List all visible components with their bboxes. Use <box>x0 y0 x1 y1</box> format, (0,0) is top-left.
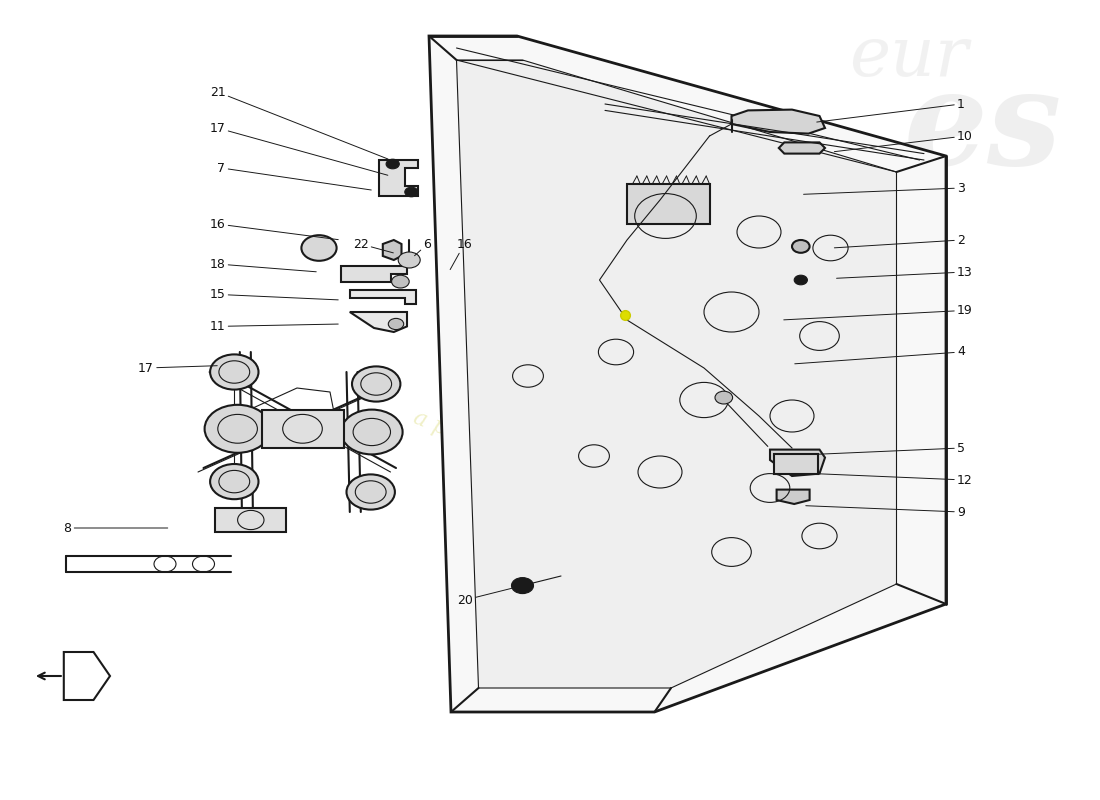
Polygon shape <box>350 312 407 332</box>
Circle shape <box>210 354 258 390</box>
Bar <box>262 410 344 448</box>
Circle shape <box>398 252 420 268</box>
Polygon shape <box>383 240 402 260</box>
Polygon shape <box>732 110 825 134</box>
Text: 16: 16 <box>210 218 338 240</box>
Text: 16: 16 <box>450 238 472 270</box>
Circle shape <box>301 235 337 261</box>
Polygon shape <box>627 184 710 224</box>
Circle shape <box>388 318 404 330</box>
Polygon shape <box>350 290 416 304</box>
Text: eur: eur <box>849 24 968 91</box>
Text: 9: 9 <box>806 506 965 518</box>
Bar <box>774 454 818 474</box>
Polygon shape <box>429 36 946 712</box>
Circle shape <box>386 159 399 169</box>
Polygon shape <box>341 266 407 282</box>
Polygon shape <box>777 490 810 504</box>
Text: 20: 20 <box>458 586 520 606</box>
Circle shape <box>792 240 810 253</box>
Circle shape <box>205 405 271 453</box>
Text: 12: 12 <box>817 474 972 486</box>
Text: 15: 15 <box>210 288 338 301</box>
Text: 2: 2 <box>835 234 965 248</box>
Text: 22: 22 <box>353 238 394 253</box>
Text: 18: 18 <box>210 258 316 272</box>
Circle shape <box>512 578 534 594</box>
Circle shape <box>405 187 418 197</box>
Text: 4: 4 <box>795 346 965 364</box>
Circle shape <box>352 366 400 402</box>
Text: 7: 7 <box>218 162 371 190</box>
Text: 13: 13 <box>837 266 972 278</box>
Text: a passion for parts since 1985: a passion for parts since 1985 <box>410 406 734 554</box>
Text: 19: 19 <box>784 304 972 320</box>
Circle shape <box>210 464 258 499</box>
Polygon shape <box>779 142 825 154</box>
Text: 11: 11 <box>210 320 338 333</box>
Bar <box>214 508 286 532</box>
Circle shape <box>715 391 733 404</box>
Text: es: es <box>903 64 1062 193</box>
Text: 10: 10 <box>835 130 972 152</box>
Text: 3: 3 <box>804 182 965 194</box>
Text: 21: 21 <box>210 86 388 159</box>
Polygon shape <box>770 450 825 476</box>
Circle shape <box>341 410 403 454</box>
Text: 17: 17 <box>139 362 217 374</box>
Text: 8: 8 <box>64 522 167 534</box>
Polygon shape <box>456 60 896 688</box>
Text: 1: 1 <box>817 98 965 122</box>
Circle shape <box>346 474 395 510</box>
Text: 17: 17 <box>210 122 388 175</box>
Circle shape <box>794 275 807 285</box>
Circle shape <box>392 275 409 288</box>
Polygon shape <box>379 160 418 196</box>
Text: 5: 5 <box>817 442 965 454</box>
Text: 6: 6 <box>415 238 431 256</box>
